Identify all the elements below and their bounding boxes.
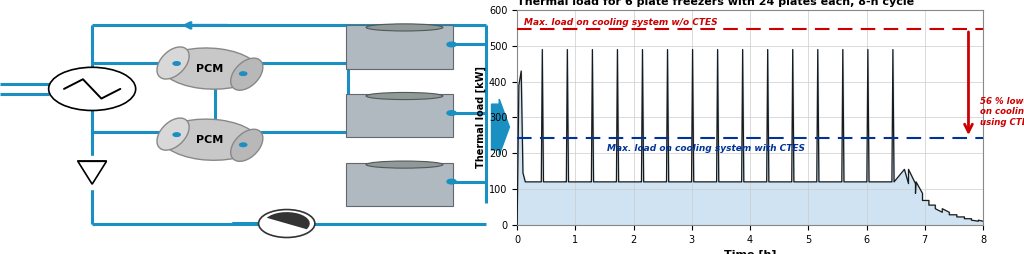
Ellipse shape: [367, 24, 442, 31]
Text: 56 % lower max. load
on cooling system by
using CTES: 56 % lower max. load on cooling system b…: [980, 97, 1024, 127]
Circle shape: [447, 42, 457, 47]
Circle shape: [173, 62, 180, 65]
Ellipse shape: [367, 92, 442, 100]
Text: Max. load on cooling system w/o CTES: Max. load on cooling system w/o CTES: [524, 18, 718, 27]
Ellipse shape: [230, 58, 263, 90]
Text: PCM: PCM: [197, 64, 223, 74]
Text: PCM: PCM: [197, 135, 223, 145]
Circle shape: [173, 133, 180, 136]
Ellipse shape: [157, 118, 189, 150]
Ellipse shape: [162, 48, 258, 89]
Ellipse shape: [162, 119, 258, 160]
FancyBboxPatch shape: [346, 163, 453, 206]
Text: Max. load on cooling system with CTES: Max. load on cooling system with CTES: [607, 145, 806, 153]
Text: Thermal load for 6 plate freezers with 24 plates each, 8-h cycle: Thermal load for 6 plate freezers with 2…: [517, 0, 914, 7]
FancyBboxPatch shape: [77, 156, 108, 189]
Circle shape: [258, 210, 315, 237]
Circle shape: [447, 111, 457, 115]
X-axis label: Time [h]: Time [h]: [724, 250, 776, 254]
Ellipse shape: [157, 47, 189, 79]
Circle shape: [49, 67, 135, 110]
Circle shape: [447, 179, 457, 184]
Ellipse shape: [367, 161, 442, 168]
Polygon shape: [78, 161, 106, 184]
Ellipse shape: [230, 129, 263, 161]
FancyBboxPatch shape: [346, 25, 453, 69]
FancyBboxPatch shape: [346, 94, 453, 137]
FancyArrow shape: [492, 99, 510, 155]
Circle shape: [240, 143, 247, 147]
Circle shape: [240, 72, 247, 75]
Wedge shape: [267, 212, 309, 229]
Y-axis label: Thermal load [kW]: Thermal load [kW]: [476, 67, 486, 168]
